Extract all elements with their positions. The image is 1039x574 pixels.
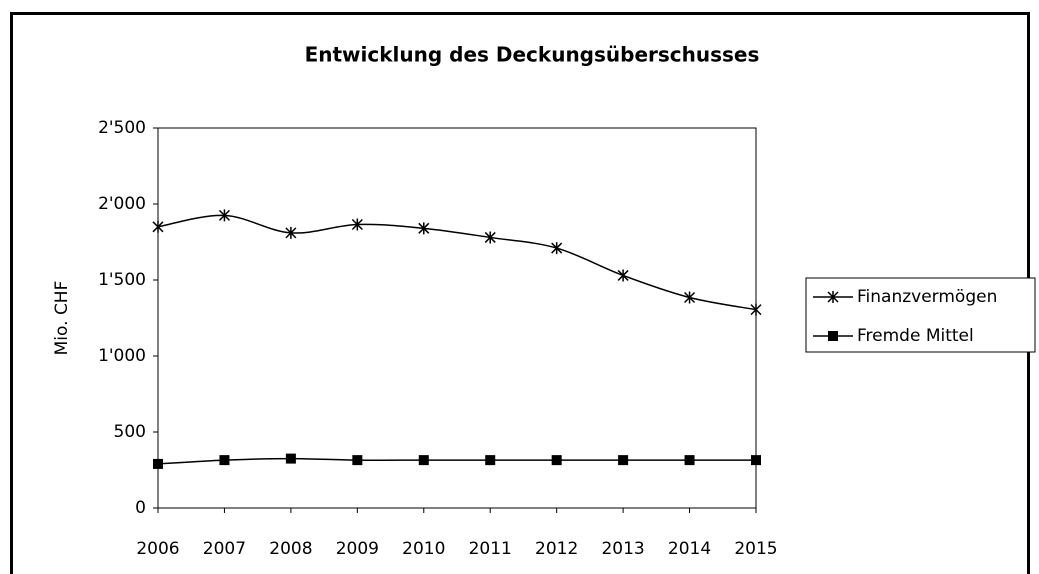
x-tick-label: 2012 [535,539,578,559]
marker [484,231,496,244]
marker [551,455,562,466]
marker [684,291,696,304]
line [157,457,756,465]
marker [418,222,430,235]
marker [219,455,230,466]
marker [418,455,429,466]
x-tick-label: 2015 [734,539,777,559]
y-tick-label: 1'500 [98,270,146,290]
marker [285,226,297,239]
x-tick-label: 2011 [469,539,512,559]
y-tick-label: 2'500 [98,118,146,138]
plot-area [157,127,757,509]
marker [828,331,838,341]
y-tick-label: 2'000 [98,194,146,214]
y-tick-label: 1'000 [98,346,146,366]
legend-label: Fremde Mittel [857,326,974,346]
chart-title: Entwicklung des Deckungsüberschusses [305,43,760,67]
x-tick-label: 2010 [402,539,445,559]
y-tick-label: 0 [135,498,146,518]
legend-label: Finanzvermögen [857,287,997,307]
marker [618,455,629,466]
marker [551,242,563,255]
marker [218,209,230,222]
legend-box [805,277,1036,353]
marker [684,455,695,466]
marker [285,453,296,464]
marker [750,303,762,316]
y-tick-label: 500 [114,422,146,442]
marker [751,455,761,466]
y-axis-label: Mio. CHF [52,281,72,356]
marker [152,220,164,233]
x-tick-label: 2007 [203,539,246,559]
x-tick-label: 2013 [601,539,644,559]
x-tick-label: 2009 [336,539,379,559]
x-tick-label: 2014 [668,539,711,559]
x-tick-label: 2006 [136,539,179,559]
x-tick-label: 2008 [269,539,312,559]
marker [153,458,163,469]
marker [352,455,363,466]
marker [617,269,629,282]
marker [351,218,363,231]
line [157,214,757,311]
marker [827,291,839,303]
marker [485,455,496,466]
